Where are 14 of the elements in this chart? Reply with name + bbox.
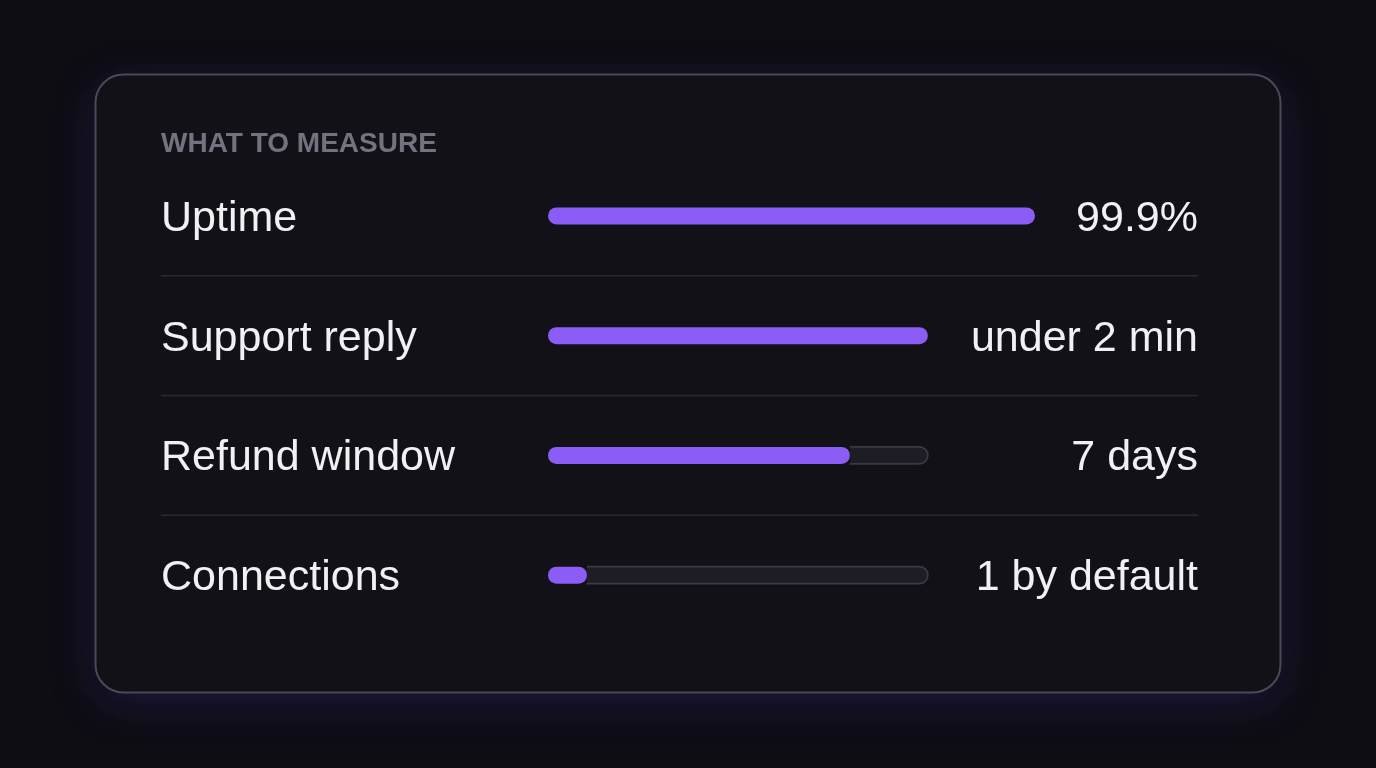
bar (548, 207, 1035, 225)
bar (548, 446, 850, 464)
y-tick-label: Uptime (161, 191, 298, 240)
text: 7 days (1071, 431, 1198, 480)
y-tick-label: Support reply (161, 311, 418, 360)
annotation: under 2 min (970, 311, 1198, 360)
y-tick-label: Connections (161, 551, 401, 600)
text: WHAT TO MEASURE (161, 127, 437, 158)
annotation: 1 by default (975, 551, 1199, 600)
text: 99.9% (1076, 191, 1198, 240)
y-tick-label: Refund window (161, 431, 456, 480)
bar (849, 446, 929, 465)
bar (548, 327, 928, 345)
bar (586, 565, 929, 585)
